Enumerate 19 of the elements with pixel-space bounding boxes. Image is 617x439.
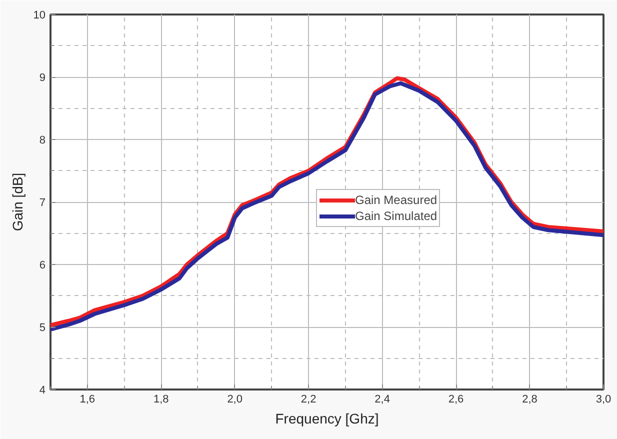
y-tick-label: 4 <box>39 384 46 396</box>
legend-label: Gain Simulated <box>355 208 438 224</box>
legend-label: Gain Measured <box>355 192 438 208</box>
y-tick-label: 5 <box>39 322 46 334</box>
x-tick-label: 2,0 <box>227 394 242 406</box>
x-tick-label: 2,4 <box>374 394 390 406</box>
x-tick-label: 2,8 <box>522 394 538 406</box>
x-tick-label: 3,0 <box>596 394 612 406</box>
y-tick-label: 6 <box>39 260 46 272</box>
x-axis-title: Frequency [Ghz] <box>275 410 379 426</box>
x-tick-label: 1,8 <box>153 394 169 406</box>
x-tick-label: 1,6 <box>80 394 96 406</box>
y-tick-label: 7 <box>39 197 46 209</box>
x-tick-label: 2,6 <box>448 394 464 406</box>
x-tick-label: 2,2 <box>300 394 316 406</box>
y-axis-title: Gain [dB] <box>9 172 26 232</box>
y-tick-label: 9 <box>39 72 46 84</box>
y-tick-label: 10 <box>33 10 46 22</box>
y-tick-label: 8 <box>39 134 46 146</box>
